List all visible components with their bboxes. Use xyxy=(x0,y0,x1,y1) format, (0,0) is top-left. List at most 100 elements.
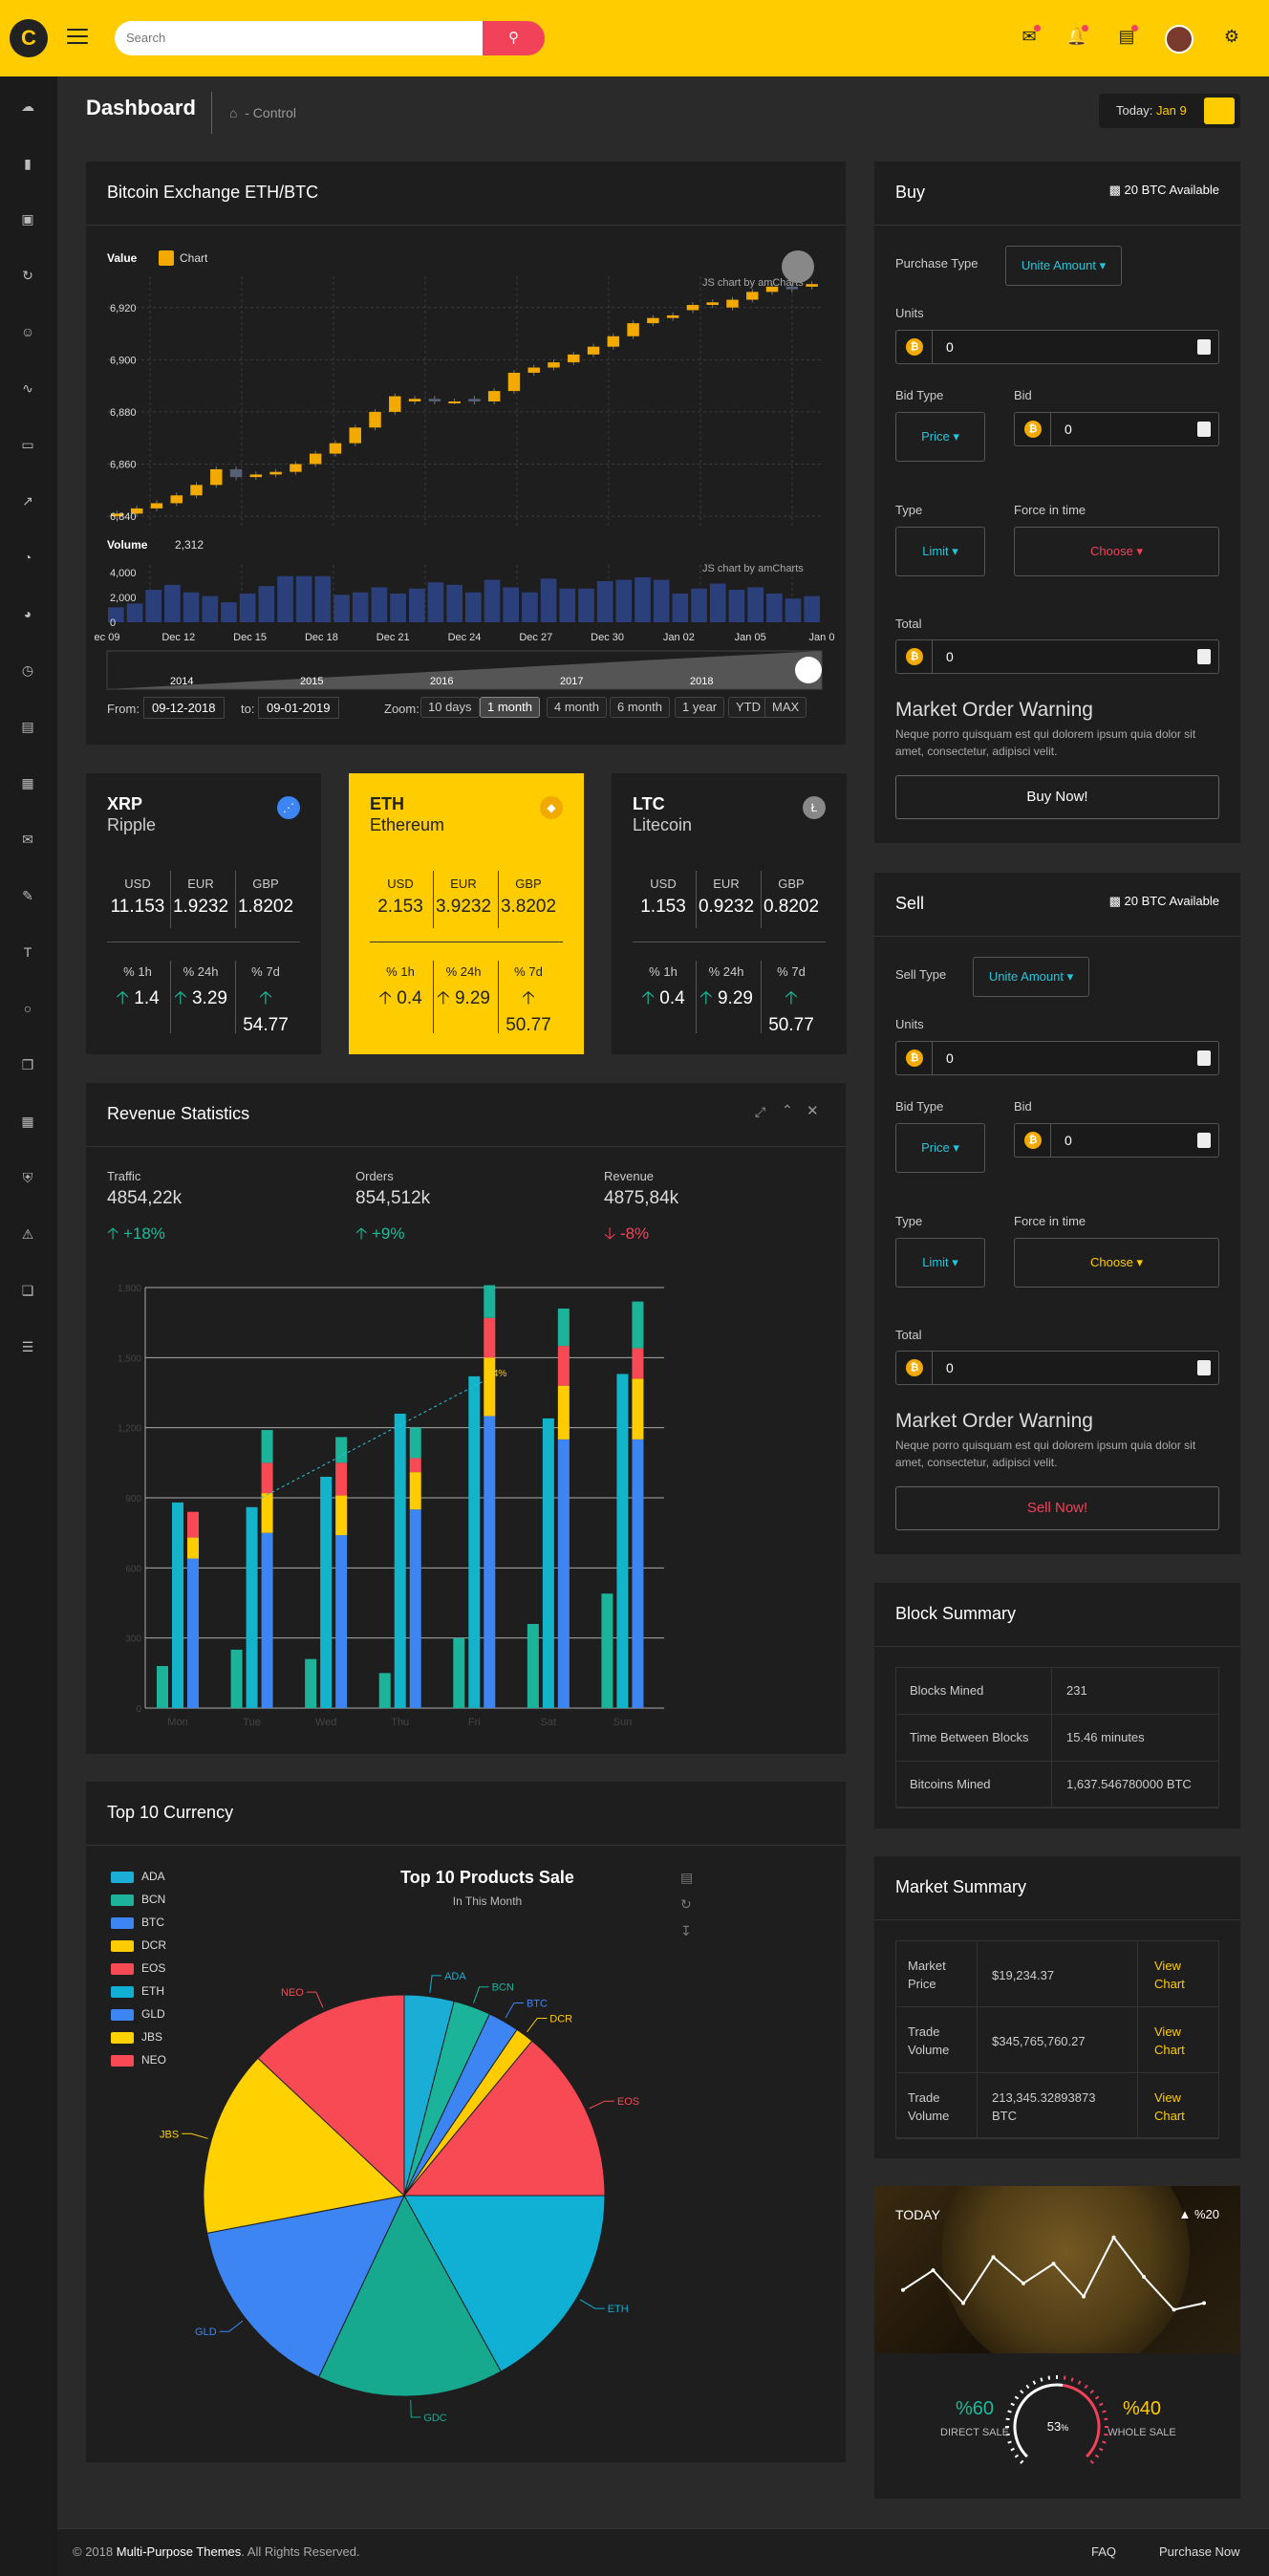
legend-item[interactable]: EOS xyxy=(111,1961,165,1975)
user-icon[interactable]: ☺ xyxy=(20,324,35,339)
volume-bar[interactable] xyxy=(785,598,802,622)
candle[interactable] xyxy=(170,495,183,504)
revenue-bar-segment[interactable] xyxy=(632,1439,644,1708)
volume-bar[interactable] xyxy=(239,594,256,622)
to-date-input[interactable]: 09-01-2019 xyxy=(258,697,339,719)
revenue-bar-segment[interactable] xyxy=(484,1285,496,1318)
candle[interactable] xyxy=(249,474,263,478)
type-dropdown[interactable]: Limit ▾ xyxy=(895,527,985,576)
bid-type-dropdown[interactable]: Price ▾ xyxy=(895,412,985,462)
candle[interactable] xyxy=(290,464,302,472)
candle[interactable] xyxy=(726,299,739,308)
refresh-icon[interactable]: ↻ xyxy=(680,1896,692,1912)
volume-bar[interactable] xyxy=(183,592,200,622)
revenue-bar[interactable] xyxy=(616,1374,629,1708)
candle[interactable] xyxy=(806,284,818,287)
revenue-bar-segment[interactable] xyxy=(335,1437,348,1463)
candle[interactable] xyxy=(190,485,203,496)
document-icon[interactable]: ▤ xyxy=(680,1870,694,1885)
revenue-bar[interactable] xyxy=(542,1418,554,1708)
volume-bar[interactable] xyxy=(615,579,633,622)
volume-bar[interactable] xyxy=(258,586,275,622)
shield-icon[interactable]: ⛨ xyxy=(22,1170,33,1185)
purchase-link[interactable]: Purchase Now xyxy=(1159,2544,1240,2559)
export-menu-button[interactable] xyxy=(782,250,814,283)
volume-bar[interactable] xyxy=(709,583,726,622)
volume-bar[interactable] xyxy=(634,577,651,622)
table-icon[interactable]: ▦ xyxy=(21,1114,34,1129)
revenue-bar-segment[interactable] xyxy=(335,1495,348,1536)
volume-bar[interactable] xyxy=(522,592,538,622)
legend-item[interactable]: BCN xyxy=(111,1893,165,1906)
warning-icon[interactable]: ⚠ xyxy=(21,1226,34,1242)
pie-slice[interactable] xyxy=(257,1994,405,2197)
volume-bar[interactable] xyxy=(202,595,219,622)
zoom-button[interactable]: MAX xyxy=(764,697,807,718)
view-chart-link[interactable]: View Chart xyxy=(1154,2024,1185,2057)
mail-icon[interactable]: ✉ xyxy=(1018,25,1041,48)
scrollbar-handle[interactable] xyxy=(795,657,822,683)
legend-item[interactable]: DCR xyxy=(111,1938,166,1952)
candle[interactable] xyxy=(150,503,163,509)
copy-icon[interactable]: ❐ xyxy=(21,1057,34,1072)
candle[interactable] xyxy=(408,399,421,401)
candle[interactable] xyxy=(785,286,799,290)
pages-icon[interactable]: ❏ xyxy=(21,1283,34,1298)
candle[interactable] xyxy=(389,396,401,412)
candle[interactable] xyxy=(329,443,342,454)
coin-card-xrp[interactable]: XRP Ripple ⋰ USD 11.153 % 1h 🡡 1.4 EUR 1.9232 % 2… xyxy=(86,773,321,1054)
view-chart-link[interactable]: View Chart xyxy=(1154,1959,1185,1991)
revenue-bar[interactable] xyxy=(157,1666,168,1708)
revenue-bar[interactable] xyxy=(320,1477,333,1708)
volume-bar[interactable] xyxy=(277,575,293,622)
brand-link[interactable]: Multi-Purpose Themes xyxy=(116,2544,242,2559)
revenue-bar-segment[interactable] xyxy=(335,1462,348,1496)
candle[interactable] xyxy=(647,317,659,324)
candle[interactable] xyxy=(309,453,322,465)
volume-bar[interactable] xyxy=(390,594,406,622)
candle[interactable] xyxy=(229,468,243,478)
document-icon[interactable]: ▤ xyxy=(21,719,34,734)
revenue-bar[interactable] xyxy=(378,1673,391,1708)
volume-bar[interactable] xyxy=(371,587,388,622)
volume-bar[interactable] xyxy=(314,575,332,622)
total-stepper[interactable] xyxy=(1197,1360,1211,1375)
total-input[interactable]: ₿ 0 xyxy=(895,639,1219,674)
pie-slice[interactable] xyxy=(206,2195,405,2378)
text-icon[interactable]: T xyxy=(23,944,32,960)
candle[interactable] xyxy=(765,286,779,292)
volume-bar[interactable] xyxy=(653,579,670,622)
avatar[interactable] xyxy=(1165,25,1194,54)
revenue-bar-segment[interactable] xyxy=(632,1301,644,1349)
bid-input[interactable]: ₿ 0 xyxy=(1014,412,1219,446)
pie-slice[interactable] xyxy=(403,2195,606,2372)
revenue-bar-segment[interactable] xyxy=(409,1427,421,1459)
menu-toggle-icon[interactable] xyxy=(67,29,88,44)
calendar-icon[interactable]: ▤ xyxy=(1115,25,1138,48)
exchange-chart[interactable]: 6,920 6,900 6,880 6,860 6,840 4,000 2,000 0 ec … xyxy=(86,162,846,745)
revenue-bar-segment[interactable] xyxy=(484,1416,496,1708)
force-dropdown[interactable]: Choose ▾ xyxy=(1014,527,1219,576)
revenue-bar[interactable] xyxy=(527,1624,539,1708)
force-dropdown[interactable]: Choose ▾ xyxy=(1014,1238,1219,1288)
candle[interactable] xyxy=(527,367,540,373)
volume-bar[interactable] xyxy=(164,584,181,622)
volume-bar[interactable] xyxy=(503,587,520,622)
revenue-bar[interactable] xyxy=(468,1375,481,1708)
candle[interactable] xyxy=(448,401,461,403)
from-date-input[interactable]: 09-12-2018 xyxy=(143,697,225,719)
candle[interactable] xyxy=(607,336,620,347)
download-icon[interactable]: ↧ xyxy=(680,1923,692,1938)
revenue-bar-segment[interactable] xyxy=(632,1378,644,1440)
candle[interactable] xyxy=(269,471,282,475)
zoom-button[interactable]: 1 year xyxy=(675,697,725,718)
candle[interactable] xyxy=(706,302,719,306)
volume-bar[interactable] xyxy=(672,594,689,622)
candle[interactable] xyxy=(686,305,699,311)
zoom-button[interactable]: 4 month xyxy=(547,697,607,718)
revenue-bar[interactable] xyxy=(305,1658,317,1708)
wallet-icon[interactable]: ▣ xyxy=(21,211,34,227)
volume-bar[interactable] xyxy=(484,579,501,622)
dashboard-icon[interactable]: ☁ xyxy=(21,98,34,114)
search-input[interactable] xyxy=(115,21,483,55)
